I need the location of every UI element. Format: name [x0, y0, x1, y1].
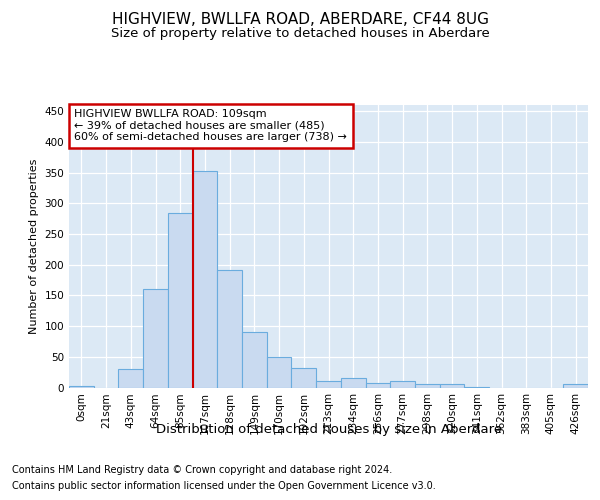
Bar	[464, 387, 489, 388]
Bar	[168, 213, 193, 388]
Bar	[415, 384, 440, 388]
Bar	[69, 386, 94, 388]
Text: Contains HM Land Registry data © Crown copyright and database right 2024.: Contains HM Land Registry data © Crown c…	[12, 465, 392, 475]
Bar	[193, 172, 217, 388]
Bar	[316, 380, 341, 388]
Bar	[440, 384, 464, 388]
Text: Distribution of detached houses by size in Aberdare: Distribution of detached houses by size …	[156, 422, 502, 436]
Bar	[143, 288, 168, 388]
Bar	[242, 332, 267, 388]
Text: Size of property relative to detached houses in Aberdare: Size of property relative to detached ho…	[110, 28, 490, 40]
Bar	[390, 380, 415, 388]
Text: HIGHVIEW, BWLLFA ROAD, ABERDARE, CF44 8UG: HIGHVIEW, BWLLFA ROAD, ABERDARE, CF44 8U…	[112, 12, 488, 28]
Bar	[217, 270, 242, 388]
Bar	[563, 384, 588, 388]
Bar	[267, 357, 292, 388]
Bar	[118, 369, 143, 388]
Y-axis label: Number of detached properties: Number of detached properties	[29, 158, 39, 334]
Text: HIGHVIEW BWLLFA ROAD: 109sqm
← 39% of detached houses are smaller (485)
60% of s: HIGHVIEW BWLLFA ROAD: 109sqm ← 39% of de…	[74, 109, 347, 142]
Bar	[341, 378, 365, 388]
Bar	[292, 368, 316, 388]
Bar	[365, 382, 390, 388]
Text: Contains public sector information licensed under the Open Government Licence v3: Contains public sector information licen…	[12, 481, 436, 491]
